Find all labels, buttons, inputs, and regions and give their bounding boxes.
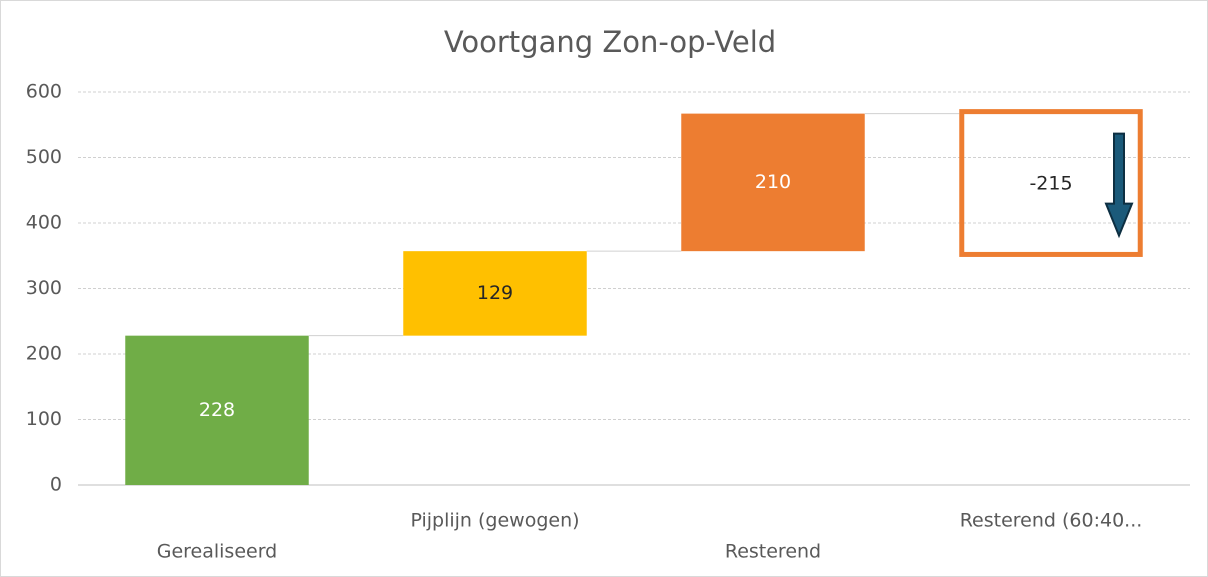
- y-tick-label: 200: [26, 343, 62, 365]
- chart-title: Voortgang Zon-op-Veld: [444, 25, 776, 59]
- x-tick-label: Pijplijn (gewogen): [410, 510, 579, 532]
- y-tick-label: 500: [26, 146, 62, 168]
- bar: [681, 113, 865, 252]
- x-tick-label: Resterend (60:40...: [960, 510, 1143, 532]
- bar: [403, 251, 587, 336]
- y-tick-label: 100: [26, 408, 62, 430]
- x-tick-label: Gerealiseerd: [157, 541, 278, 563]
- x-tick-label: Resterend: [725, 541, 821, 563]
- data-label: 210: [755, 171, 791, 193]
- data-label: -215: [1029, 173, 1072, 195]
- y-tick-label: 0: [50, 474, 62, 496]
- y-tick-label: 300: [26, 277, 62, 299]
- down-arrow: [1104, 132, 1134, 239]
- y-tick-label: 600: [26, 81, 62, 103]
- y-tick-label: 400: [26, 212, 62, 234]
- bar: [959, 109, 1143, 257]
- data-label: 228: [199, 399, 235, 421]
- bar: [125, 335, 309, 485]
- data-label: 129: [477, 282, 513, 304]
